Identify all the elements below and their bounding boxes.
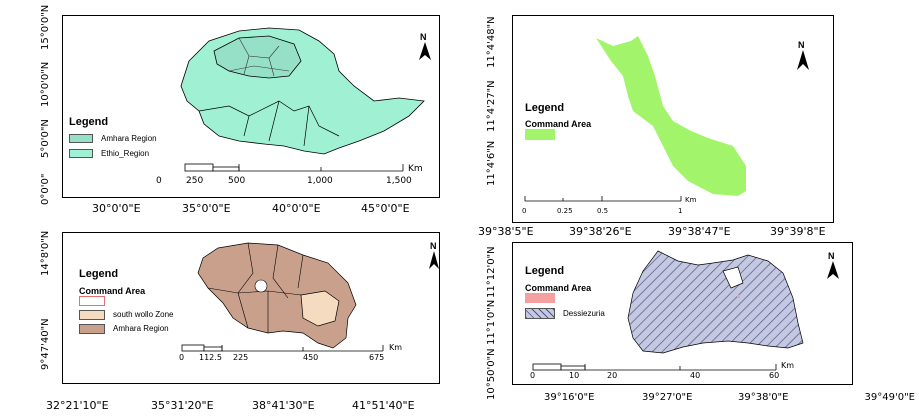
ethiopia-legend-title: Legend <box>69 116 109 128</box>
ethiopia-lon-tick-35: 35°0'0"E <box>182 202 231 215</box>
north-arrow-icon <box>797 50 809 70</box>
amhara-lat-tick-2: 9°47'40"N <box>40 318 51 370</box>
wollo-lat-tick-1: 11°12'0"N <box>486 246 497 298</box>
ethiopia-lat-tick-15: 15°0'0"N <box>40 4 51 50</box>
amhara-legend-label-amhara: Amhara Region <box>113 324 169 333</box>
command-scale-1: 1 <box>678 207 683 215</box>
wollo-scale-40: 40 <box>690 371 701 380</box>
wollo-north-label: N <box>828 251 835 261</box>
wollo-lon-tick-2: 39°27'0"E <box>642 392 693 403</box>
ethiopia-map-frame: Legend Amhara Region Ethio_Region 0 250 … <box>62 15 440 198</box>
amhara-legend-swatch-amhara <box>79 324 105 334</box>
wollo-legend-title: Legend <box>525 265 565 277</box>
command-area-map-frame: Legend Command Area 0 0.25 0.5 1 Km N <box>512 15 834 223</box>
amhara-scale-1125: 112.5 <box>199 353 222 362</box>
ethiopia-scale-500: 500 <box>228 176 246 186</box>
ethiopia-scale-250: 250 <box>186 176 204 186</box>
amhara-lon-tick-2: 35°31'20"E <box>151 399 214 412</box>
ethiopia-lat-tick-10: 10°0'0"N <box>40 61 51 107</box>
ethiopia-legend-label-amhara: Amhara Region <box>101 134 157 143</box>
command-area-marker <box>737 295 740 298</box>
wollo-map-svg <box>532 250 804 371</box>
amhara-legend-label-south-wollo: south wollo Zone <box>113 310 174 319</box>
amhara-legend-title: Legend <box>79 268 119 280</box>
command-lat-tick-2: 11°4'27"N <box>486 80 497 132</box>
north-arrow-icon <box>827 261 839 279</box>
ethiopia-legend-label-ethio: Ethio_Region <box>101 149 150 158</box>
command-lon-tick-1: 39°38'5"E <box>478 225 534 238</box>
command-lon-tick-4: 39°39'8"E <box>770 225 826 238</box>
wollo-scale-0: 0 <box>530 371 536 380</box>
wollo-lon-tick-1: 39°16'0"E <box>544 392 595 403</box>
wollo-lat-tick-2: 11°1'0"N <box>486 299 497 345</box>
amhara-north-arrow: N <box>427 241 441 273</box>
ethiopia-scale-1000: 1,000 <box>307 176 333 186</box>
ethiopia-lon-tick-40: 40°0'0"E <box>272 202 321 215</box>
amhara-scale-450: 450 <box>303 353 319 362</box>
wollo-map-frame: Legend Command Area Dessiezuria 0 10 20 … <box>512 242 853 385</box>
wollo-lat-tick-3: 10°50'0"N <box>486 348 497 400</box>
amhara-map-frame: Legend Command Area south wollo Zone Amh… <box>62 232 440 384</box>
south-wollo-zone-shape <box>300 290 340 327</box>
wollo-legend-sub: Command Area <box>525 283 592 293</box>
command-legend-swatch <box>525 129 555 140</box>
ethiopia-north-label: N <box>420 32 427 42</box>
dessiezuria-shape <box>627 250 804 354</box>
amhara-lon-tick-1: 32°21'10"E <box>46 399 109 412</box>
amhara-legend-swatch-command <box>79 296 105 306</box>
ethiopia-legend-swatch-amhara <box>69 134 93 143</box>
amhara-legend-sub: Command Area <box>79 286 146 296</box>
command-area-map-svg <box>524 36 746 202</box>
wollo-lon-tick-4: 39°49'0"E <box>864 392 915 403</box>
amhara-map-svg <box>181 242 384 352</box>
ethiopia-north-arrow: N <box>415 32 435 62</box>
ethiopia-lat-tick-5: 5°0'0"N <box>40 119 51 158</box>
command-legend-title: Legend <box>525 102 565 114</box>
wollo-legend-label-dessiezuria: Dessiezuria <box>563 309 605 318</box>
command-lon-tick-3: 39°38'47"E <box>668 225 731 238</box>
command-lat-tick-1: 11°4'48"N <box>486 16 497 68</box>
command-scale-0: 0 <box>522 207 527 215</box>
command-north-label: N <box>798 40 805 50</box>
ethiopia-scale-1500: 1,500 <box>386 176 412 186</box>
amhara-lon-tick-4: 41°51'40"E <box>352 399 415 412</box>
amhara-north-label: N <box>430 241 437 251</box>
ethiopia-region-shape <box>180 27 425 155</box>
command-north-arrow: N <box>793 40 813 74</box>
ethiopia-map-svg <box>180 27 425 172</box>
command-lon-tick-2: 39°38'26"E <box>569 225 632 238</box>
amhara-scale-unit: Km <box>389 343 403 352</box>
wollo-scale-10: 10 <box>569 371 580 380</box>
wollo-north-arrow: N <box>823 251 843 285</box>
wollo-scale-60: 60 <box>769 371 780 380</box>
ethiopia-scale-unit: Km <box>408 164 423 174</box>
amhara-scale-675: 675 <box>369 353 385 362</box>
north-arrow-icon <box>419 42 431 60</box>
amhara-legend-swatch-south-wollo <box>79 310 105 320</box>
amhara-region-shape <box>197 242 357 349</box>
command-area-shape <box>596 36 746 196</box>
wollo-legend-swatch-dessiezuria <box>525 308 555 319</box>
ethiopia-lon-tick-30: 30°0'0"E <box>92 202 141 215</box>
ethiopia-legend-swatch-ethio <box>69 149 93 158</box>
amhara-scale-0: 0 <box>179 353 185 362</box>
command-scale-025: 0.25 <box>557 207 573 215</box>
wollo-scale-20: 20 <box>607 371 618 380</box>
north-arrow-icon <box>429 251 439 269</box>
amhara-lon-tick-3: 38°41'30"E <box>252 399 315 412</box>
wollo-lon-tick-3: 39°38'0"E <box>738 392 789 403</box>
amhara-lat-tick-1: 14°8'0"N <box>40 230 51 276</box>
command-legend-sub: Command Area <box>525 119 592 129</box>
wollo-scale-unit: Km <box>781 361 795 370</box>
wollo-legend-swatch-command <box>525 293 555 303</box>
ethiopia-lat-tick-0: 0°0'0" <box>40 173 51 205</box>
command-scale-unit: Km <box>685 196 697 204</box>
amhara-scale-225: 225 <box>233 353 249 362</box>
command-scale-05: 0.5 <box>597 207 609 215</box>
command-lat-tick-3: 11°4'6"N <box>486 140 497 186</box>
ethiopia-scale-0: 0 <box>156 176 162 186</box>
ethiopia-lon-tick-45: 45°0'0"E <box>361 202 410 215</box>
